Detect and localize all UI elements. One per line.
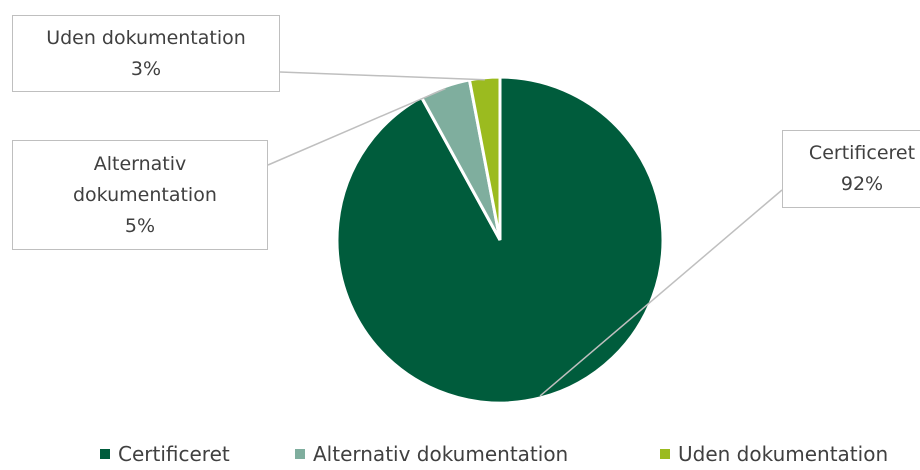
legend-swatch: [660, 448, 670, 459]
legend: Certificeret Alternativ dokumentation Uden…: [0, 440, 920, 470]
legend-item: Alternativ dokumentation: [295, 442, 568, 466]
legend-label: Certificeret: [118, 442, 230, 466]
data-label-box: Uden dokumentation 3%: [12, 15, 280, 92]
data-label-value: 5%: [124, 214, 156, 237]
legend-label: Uden dokumentation: [678, 442, 889, 466]
leader-line: [267, 87, 446, 166]
data-label-name: Certificeret: [808, 142, 916, 164]
data-label-box: Certificeret 92%: [782, 130, 920, 208]
leader-line: [539, 189, 783, 397]
data-label-name: Alternativ dokumentation: [73, 152, 217, 206]
legend-swatch: [295, 448, 305, 459]
legend-item: Certificeret: [100, 442, 230, 466]
legend-label: Alternativ dokumentation: [313, 442, 569, 466]
data-label-name: Uden dokumentation: [46, 26, 246, 49]
data-label-value: 3%: [130, 57, 162, 80]
data-label-box: Alternativ dokumentation 5%: [12, 140, 268, 250]
data-label-value: 92%: [840, 173, 884, 195]
legend-swatch: [100, 448, 110, 459]
legend-item: Uden dokumentation: [660, 442, 888, 466]
leader-line: [279, 71, 485, 81]
